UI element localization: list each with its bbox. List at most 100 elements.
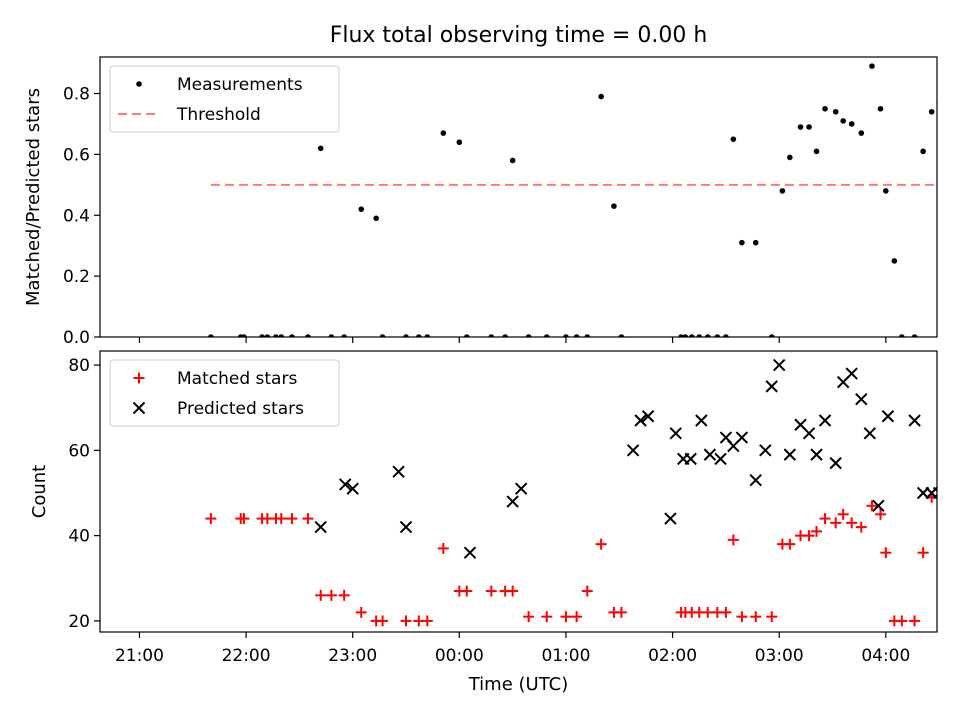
matched-star-point <box>874 508 886 520</box>
measurement-point <box>584 334 591 337</box>
measurement-point <box>598 93 604 100</box>
predicted-star-point <box>855 392 868 406</box>
count-y-ticks: 20 40 60 80 <box>68 356 100 632</box>
matched-star-point <box>855 521 867 533</box>
measurement-point <box>525 334 532 337</box>
predicted-star-point <box>695 414 708 427</box>
predicted-star-point <box>872 499 885 512</box>
ratio-plot-area <box>99 56 938 338</box>
measurement-point <box>797 124 804 130</box>
ratio-y-tick-label: 0.8 <box>63 85 90 105</box>
legend-matched-marker <box>133 372 145 384</box>
matched-star-point <box>238 513 250 525</box>
measurement-point <box>858 130 865 136</box>
matched-star-point <box>846 517 858 529</box>
matched-star-point <box>485 585 497 597</box>
measurement-point <box>403 334 409 337</box>
measurement-points <box>208 63 937 337</box>
matched-stars-points <box>205 491 937 627</box>
matched-star-point <box>819 513 831 525</box>
measurement-point <box>317 145 324 152</box>
measurement-point <box>840 118 846 124</box>
count-x-tick-label: 23:00 <box>328 646 377 666</box>
measurement-point <box>688 334 695 337</box>
predicted-star-point <box>772 358 786 372</box>
matched-star-point <box>727 534 739 546</box>
predicted-star-point <box>399 520 413 534</box>
measurement-point <box>891 258 898 264</box>
measurement-point <box>273 334 279 337</box>
legend-predicted-marker <box>132 401 146 415</box>
matched-star-point <box>560 611 572 623</box>
count-x-tick-label: 01:00 <box>541 646 590 666</box>
measurement-point <box>883 188 889 194</box>
measurement-point <box>373 215 379 222</box>
count-x-tick-label: 22:00 <box>222 646 271 666</box>
predicted-star-point <box>759 444 772 457</box>
measurement-point <box>678 334 684 337</box>
chart-title: Flux total observing time = 0.00 h <box>330 23 708 48</box>
predicted-star-point <box>346 482 359 495</box>
matched-star-point <box>720 606 732 618</box>
measurement-point <box>936 100 937 105</box>
ratio-y-tick-label: 0.2 <box>63 267 90 287</box>
matched-star-point <box>581 585 593 597</box>
measurement-point <box>752 239 759 246</box>
count-x-tick-label: 21:00 <box>115 646 164 666</box>
measurement-point <box>899 334 905 337</box>
predicted-star-point <box>783 448 797 461</box>
matched-star-point <box>400 615 412 627</box>
measurement-point <box>682 334 689 337</box>
count-legend: Matched stars Predicted stars <box>109 359 340 427</box>
measurement-point <box>136 81 142 87</box>
measurement-point <box>739 239 745 246</box>
measurement-point <box>869 63 875 69</box>
matched-star-point <box>523 611 535 623</box>
measurement-point <box>463 334 470 337</box>
measurement-point <box>730 136 737 142</box>
matched-star-point <box>896 615 908 627</box>
count-x-ticks: 21:00 22:00 23:00 00:00 01:00 02:00 03:00 04:00 <box>115 632 910 666</box>
predicted-star-point <box>703 448 717 461</box>
count-y-axis-label: Count <box>29 465 50 518</box>
matched-star-point <box>736 611 748 623</box>
ratio-y-axis-label: Matched/Predicted stars <box>23 88 44 306</box>
predicted-star-point <box>714 452 727 466</box>
measurement-point <box>502 334 508 337</box>
measurement-point <box>305 334 311 337</box>
measurement-point <box>611 203 617 209</box>
measurement-point <box>289 334 295 337</box>
ratio-y-tick-label: 0.6 <box>63 145 90 165</box>
predicted-star-point <box>664 512 677 525</box>
ratio-y-tick-label: 0.4 <box>63 206 90 226</box>
measurement-point <box>543 334 550 337</box>
measurement-point <box>768 334 775 337</box>
measurement-point <box>456 139 463 146</box>
measurement-point <box>928 108 935 115</box>
matched-star-point <box>507 585 519 597</box>
predicted-star-point <box>908 414 921 427</box>
predicted-star-point <box>829 456 842 470</box>
predicted-star-point <box>845 367 858 380</box>
measurement-point <box>787 154 793 161</box>
count-panel: 20 40 60 80 21:00 22:00 23:00 00:00 01:00 02:00 0… <box>29 350 938 695</box>
matched-star-point <box>571 611 583 623</box>
predicted-star-point <box>765 380 778 393</box>
count-x-tick-label: 03:00 <box>755 646 804 666</box>
predicted-star-point <box>863 427 877 440</box>
matched-star-point <box>866 500 878 512</box>
predicted-star-point <box>669 427 682 440</box>
count-y-tick-label: 60 <box>68 441 90 461</box>
measurement-point <box>509 157 516 164</box>
matched-star-point <box>615 606 627 618</box>
matched-star-point <box>909 615 921 627</box>
matched-star-point <box>461 585 473 597</box>
ratio-y-tick-label: 0.0 <box>63 328 90 348</box>
measurement-point <box>806 124 812 130</box>
measurement-point <box>328 334 335 337</box>
measurement-point <box>573 334 580 337</box>
measurement-point <box>813 148 820 155</box>
measurement-point <box>877 105 884 112</box>
predicted-star-point <box>463 546 477 559</box>
